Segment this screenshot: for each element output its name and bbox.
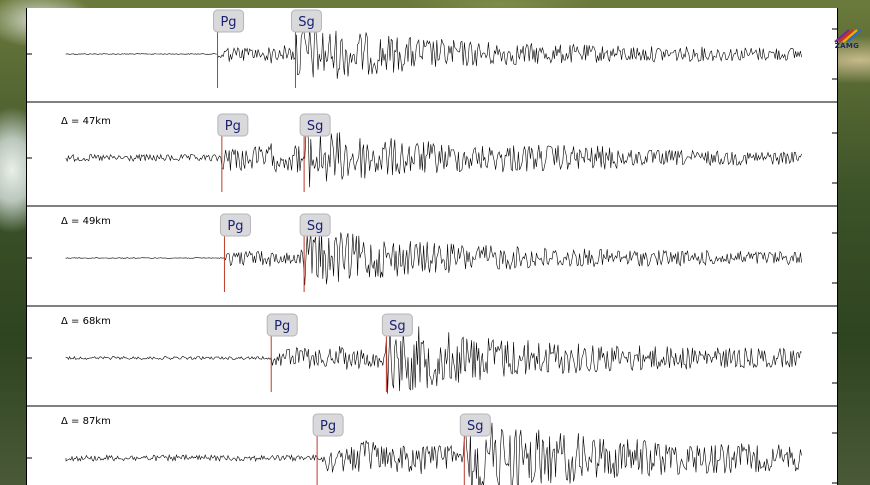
phase-label-pg: Pg (320, 419, 336, 434)
phase-label-sg: Sg (307, 119, 324, 134)
phase-label-box (299, 213, 331, 237)
phase-label-pg: Pg (225, 119, 241, 134)
phase-label-sg: Sg (467, 419, 484, 434)
phase-label-sg: Sg (389, 319, 406, 334)
phase-label-box (266, 313, 298, 337)
distance-label: Δ = 49km (61, 216, 111, 227)
zamg-logo-icon (834, 29, 862, 43)
phase-label-box (217, 113, 249, 137)
waveform-trace-soka (65, 422, 802, 485)
phase-label-box (459, 413, 491, 437)
distance-label: Δ = 87km (61, 416, 111, 427)
distance-label: Δ = 47km (61, 116, 111, 127)
phase-label-pg: Pg (227, 219, 243, 234)
phase-label-sg: Sg (307, 219, 324, 234)
waveform-trace-sesa (65, 128, 802, 188)
phase-label-box (299, 113, 331, 137)
zamg-logo: ZAMG (831, 28, 863, 56)
phase-label-box (219, 213, 251, 237)
waveform-trace-obka (65, 326, 802, 394)
waveform-trace-myka (65, 27, 802, 79)
phase-label-box (312, 413, 344, 437)
phase-label-box (213, 9, 245, 33)
phase-label-pg: Pg (220, 15, 236, 30)
distance-label: Δ = 68km (61, 316, 111, 327)
phase-label-sg: Sg (298, 15, 315, 30)
phase-label-pg: Pg (274, 319, 290, 334)
phase-label-box (381, 313, 413, 337)
logo-text: ZAMG (834, 42, 860, 50)
waveform-trace-kba (65, 230, 802, 286)
phase-label-box (290, 9, 322, 33)
